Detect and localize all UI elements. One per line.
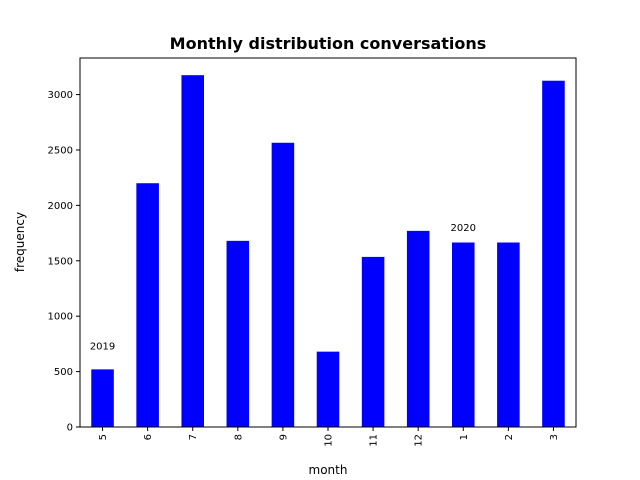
bar-9: [271, 142, 295, 427]
bar-5: [91, 369, 114, 427]
y-axis-label: frequency: [13, 212, 27, 272]
bars-group: [91, 75, 565, 428]
chart-title: Monthly distribution conversations: [170, 34, 487, 53]
x-tick-label: 5: [98, 434, 109, 440]
plot-frame: [79, 57, 577, 428]
y-tick-label: 1500: [48, 256, 73, 267]
x-tick-label: 9: [278, 434, 289, 440]
y-tick-label: 500: [54, 367, 73, 378]
bar-11: [361, 256, 385, 427]
x-axis: 5 6 7 8 9 10 11 12 1 2 3: [98, 427, 560, 447]
bar-6: [136, 183, 159, 427]
x-tick-label: 6: [143, 434, 154, 440]
bar-1: [452, 242, 475, 427]
bar-7: [181, 75, 204, 428]
annotation-label: 2020: [451, 223, 476, 234]
x-tick-label: 12: [414, 434, 425, 447]
x-axis-label: month: [309, 463, 348, 477]
bar-3: [542, 80, 565, 427]
y-tick-label: 2500: [48, 145, 73, 156]
x-tick-label: 10: [324, 434, 335, 447]
x-tick-label: 3: [549, 434, 560, 440]
bar-12: [406, 230, 430, 427]
y-axis: 0 500 1000 1500 2000 2500 3000: [48, 90, 80, 434]
x-tick-label: 1: [459, 434, 470, 440]
x-tick-label: 2: [504, 434, 515, 440]
bar-10: [316, 351, 340, 427]
x-tick-label: 8: [233, 434, 244, 440]
annotations-group: 2019 2020: [90, 223, 476, 353]
x-tick-label: 11: [369, 434, 380, 447]
bar-2: [497, 242, 520, 427]
y-tick-label: 2000: [48, 201, 73, 212]
y-tick-label: 0: [67, 423, 73, 434]
x-tick-label: 7: [188, 434, 199, 440]
bar-8: [226, 240, 250, 427]
y-tick-label: 1000: [48, 312, 73, 323]
annotation-label: 2019: [90, 341, 115, 352]
y-tick-label: 3000: [48, 90, 73, 101]
